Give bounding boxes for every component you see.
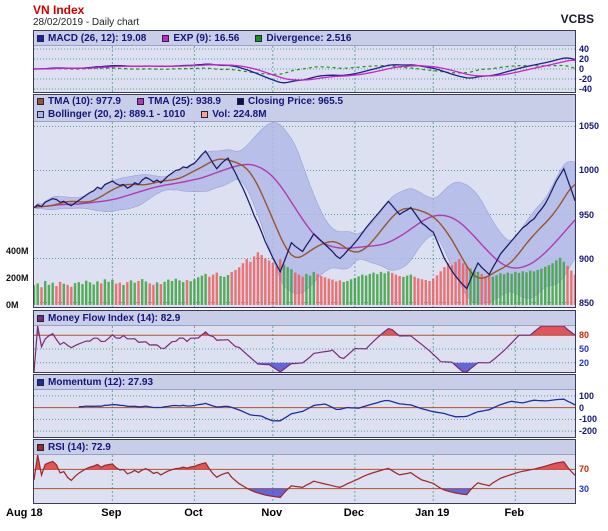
exp-legend-label: EXP (9): 16.56 bbox=[173, 32, 240, 44]
x-axis-label: Oct bbox=[184, 507, 203, 519]
macd-plot bbox=[34, 46, 575, 92]
volume-swatch-icon bbox=[201, 111, 209, 118]
legend-item-volume: Vol: 224.8M bbox=[201, 109, 267, 120]
brand-label: VCBS bbox=[560, 12, 594, 26]
momentum-swatch-icon bbox=[37, 378, 44, 386]
legend-item-tma10: TMA (10): 977.9 bbox=[37, 96, 121, 107]
bollinger-legend-label: Bollinger (20, 2): 889.1 - 1010 bbox=[48, 109, 186, 120]
exp-swatch-icon bbox=[162, 34, 170, 42]
axis-tick-label: -100 bbox=[579, 414, 598, 425]
x-axis-label: Aug 18 bbox=[6, 507, 43, 519]
tma10-legend-label: TMA (10): 977.9 bbox=[48, 96, 121, 107]
axis-tick-label: 30 bbox=[579, 483, 590, 494]
x-axis-label: Dec bbox=[343, 507, 364, 519]
divergence-swatch-icon bbox=[255, 34, 263, 42]
axis-tick-label: 50 bbox=[579, 344, 590, 354]
x-axis-label: Feb bbox=[504, 507, 525, 519]
axis-tick-label: 1050 bbox=[579, 121, 600, 132]
legend-item-bollinger: Bollinger (20, 2): 889.1 - 1010 bbox=[37, 109, 185, 120]
tma25-swatch-icon bbox=[136, 98, 144, 105]
axis-tick-label: 950 bbox=[579, 209, 595, 220]
mfi-legend: Money Flow Index (14): 82.9 bbox=[34, 311, 575, 326]
divergence-legend-label: Divergence: 2.516 bbox=[266, 32, 352, 44]
volume-legend-label: Vol: 224.8M bbox=[212, 109, 267, 120]
legend-item-exp: EXP (9): 16.56 bbox=[162, 33, 239, 44]
rsi-legend: RSI (14): 72.9 bbox=[34, 440, 575, 455]
momentum-panel: Momentum (12): 27.93 bbox=[33, 374, 576, 438]
closing-price-legend-label: Closing Price: 965.5 bbox=[247, 96, 344, 107]
legend-item-divergence: Divergence: 2.516 bbox=[255, 33, 351, 44]
axis-tick-label: 20 bbox=[579, 357, 590, 368]
axis-tick-label: 900 bbox=[579, 253, 595, 264]
closing-price-swatch-icon bbox=[236, 98, 244, 105]
axis-tick-label: 40 bbox=[579, 44, 590, 54]
axis-tick-label: 1000 bbox=[579, 165, 600, 176]
momentum-legend: Momentum (12): 27.93 bbox=[34, 375, 575, 390]
axis-tick-label: 0M bbox=[6, 300, 19, 310]
price-plot bbox=[34, 122, 575, 307]
axis-tick-label: 70 bbox=[579, 464, 590, 475]
x-axis-label: Nov bbox=[261, 507, 283, 519]
axis-tick-label: -40 bbox=[579, 84, 593, 94]
legend-item-momentum: Momentum (12): 27.93 bbox=[37, 377, 153, 388]
bollinger-swatch-icon bbox=[37, 111, 44, 118]
axis-tick-label: -200 bbox=[579, 426, 598, 437]
legend-item-mfi: Money Flow Index (14): 82.9 bbox=[37, 313, 180, 324]
mfi-legend-label: Money Flow Index (14): 82.9 bbox=[48, 312, 181, 324]
axis-tick-label: -20 bbox=[579, 74, 593, 84]
macd-legend: MACD (26, 12): 19.08 EXP (9): 16.56 Dive… bbox=[34, 31, 575, 46]
x-axis-label: Sep bbox=[101, 507, 122, 519]
price-legend: TMA (10): 977.9 TMA (25): 938.9 Closing … bbox=[34, 95, 575, 122]
legend-item-macd: MACD (26, 12): 19.08 bbox=[37, 33, 146, 44]
legend-item-tma25: TMA (25): 938.9 bbox=[136, 96, 221, 107]
macd-swatch-icon bbox=[37, 34, 44, 42]
macd-legend-label: MACD (26, 12): 19.08 bbox=[48, 32, 147, 44]
momentum-plot bbox=[34, 390, 575, 437]
axis-tick-label: 200M bbox=[6, 273, 29, 283]
axis-tick-label: 20 bbox=[579, 54, 590, 64]
mfi-panel: Money Flow Index (14): 82.9 bbox=[33, 310, 576, 373]
rsi-panel: RSI (14): 72.9 bbox=[33, 439, 576, 504]
legend-item-rsi: RSI (14): 72.9 bbox=[37, 442, 111, 453]
tma25-legend-label: TMA (25): 938.9 bbox=[147, 96, 221, 107]
axis-tick-label: 80 bbox=[579, 330, 590, 341]
axis-tick-label: 400M bbox=[6, 246, 29, 256]
axis-tick-label: 0 bbox=[579, 64, 585, 74]
rsi-swatch-icon bbox=[37, 443, 44, 451]
axis-tick-label: 850 bbox=[579, 297, 595, 308]
legend-item-closing-price: Closing Price: 965.5 bbox=[236, 96, 344, 107]
price-panel: TMA (10): 977.9 TMA (25): 938.9 Closing … bbox=[33, 94, 576, 308]
x-axis-label: Jan 19 bbox=[415, 507, 450, 519]
rsi-plot bbox=[34, 455, 575, 503]
axis-tick-label: 100 bbox=[579, 390, 595, 401]
page-title: VN Index bbox=[33, 3, 85, 17]
tma10-swatch-icon bbox=[37, 98, 44, 105]
momentum-legend-label: Momentum (12): 27.93 bbox=[48, 376, 154, 388]
mfi-plot bbox=[34, 326, 575, 372]
macd-panel: MACD (26, 12): 19.08 EXP (9): 16.56 Dive… bbox=[33, 30, 576, 93]
mfi-swatch-icon bbox=[37, 314, 44, 322]
axis-tick-label: 0 bbox=[579, 402, 585, 413]
chart-subtitle: 28/02/2019 - Daily chart bbox=[33, 17, 140, 28]
rsi-legend-label: RSI (14): 72.9 bbox=[48, 441, 111, 453]
